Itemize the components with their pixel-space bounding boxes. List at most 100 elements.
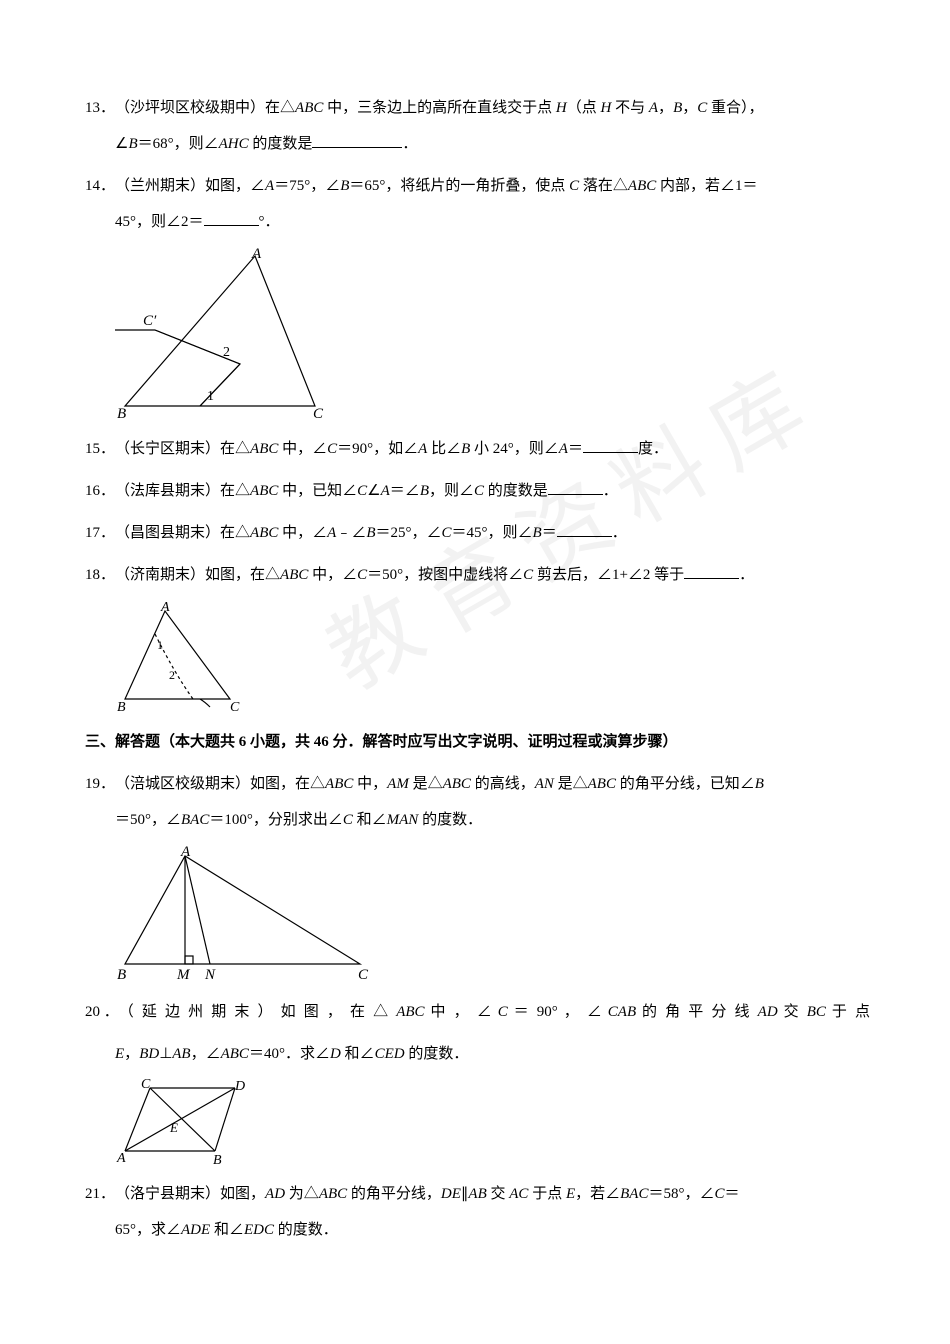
figure-q18: A B C 1 2: [115, 599, 870, 714]
q19-l2d: 的度数．: [418, 812, 482, 828]
q21-t5: 交: [487, 1186, 510, 1202]
q21-t2: 为△: [285, 1186, 319, 1202]
q21-e: E: [566, 1186, 575, 1202]
question-13: 13． （沙坪坝区校级期中）在△ABC 中，三条边上的高所在直线交于点 H（点 …: [85, 90, 870, 162]
question-14: 14． （兰州期末）如图，∠A＝75°，∠B＝65°，将纸片的一角折叠，使点 C…: [85, 168, 870, 240]
q19-number: 19．: [85, 766, 115, 802]
fig20-svg: A B C D E: [115, 1076, 250, 1166]
q13-A: A: [649, 100, 658, 116]
q18-abc: ABC: [280, 567, 308, 583]
q14-t3: ＝65°，将纸片的一角折叠，使点: [349, 178, 569, 194]
q19-body: （涪城区校级期末）如图，在△ABC 中，AM 是△ABC 的高线，AN 是△AB…: [115, 766, 870, 838]
q14-abc: ABC: [628, 178, 656, 194]
q15-body: （长宁区期末）在△ABC 中，∠C＝90°，如∠A 比∠B 小 24°，则∠A＝…: [115, 431, 870, 467]
q15-a2: A: [559, 441, 568, 457]
q19-abc3: ABC: [588, 776, 616, 792]
q21-l2a: 65°，求∠: [115, 1222, 181, 1238]
q19-c: C: [343, 812, 353, 828]
q20-body: （ 延 边 州 期 末 ） 如 图 ， 在 △ ABC 中 ， ∠ C ＝ 90…: [119, 994, 870, 1030]
q15-a1: A: [418, 441, 427, 457]
q20-t4: 的 角 平 分 线: [636, 1004, 758, 1020]
q13-number: 13．: [85, 90, 115, 126]
q19-t3: 是△: [409, 776, 443, 792]
q15-t5: 小 24°，则∠: [470, 441, 559, 457]
q19-t1: 如图，在△: [250, 776, 325, 792]
q14-t2: ＝75°，∠: [274, 178, 340, 194]
fig19-B: B: [117, 967, 126, 983]
q16-c2: C: [474, 483, 484, 499]
q19-am: AM: [387, 776, 409, 792]
fig19-A: A: [180, 844, 191, 860]
question-17: 17． （昌图县期末）在△ABC 中，∠A﹣∠B＝25°，∠C＝45°，则∠B＝…: [85, 515, 870, 551]
q14-number: 14．: [85, 168, 115, 204]
q19-t6: 的角平分线，已知∠: [616, 776, 755, 792]
q13-ahc: AHC: [219, 136, 249, 152]
q13-t1a: 在△: [265, 100, 295, 116]
figure-q14: A B C C′ 1 2: [115, 246, 870, 421]
q13-source: （沙坪坝区校级期中）: [115, 100, 265, 116]
q14-source: （兰州期末）: [115, 178, 205, 194]
q13-t1b: 中，三条边上的高所在直线交于点: [323, 100, 556, 116]
q19-l2c: 和∠: [353, 812, 387, 828]
q16-t5: ，则∠: [429, 483, 474, 499]
q20-bd: BD: [139, 1046, 159, 1062]
q18-body: （济南期末）如图，在△ABC 中，∠C＝50°，按图中虚线将∠C 剪去后，∠1+…: [115, 557, 870, 593]
fig20-E: E: [169, 1120, 178, 1135]
q13-t1d: 不与: [611, 100, 649, 116]
fig18-A: A: [160, 600, 170, 615]
q21-ac: AC: [509, 1186, 528, 1202]
q16-blank: [548, 481, 603, 495]
fig18-B: B: [117, 700, 126, 714]
q20-bc: BC: [807, 1004, 826, 1020]
fig14-A: A: [251, 246, 262, 262]
q18-t4: 剪去后，∠1+∠2 等于: [533, 567, 684, 583]
fig20-D: D: [234, 1079, 245, 1094]
q21-body: （洛宁县期末）如图，AD 为△ABC 的角平分线，DE∥AB 交 AC 于点 E…: [115, 1176, 870, 1248]
q13-l2c: 的度数是: [249, 136, 313, 152]
q15-abc: ABC: [250, 441, 278, 457]
q18-number: 18．: [85, 557, 115, 593]
q20-line2: E，BD⊥AB，∠ABC＝40°．求∠D 和∠CED 的度数．: [85, 1036, 870, 1072]
q16-source: （法库县期末）: [115, 483, 220, 499]
q20-source: （ 延 边 州 期 末 ）: [119, 1004, 275, 1020]
fig18-C: C: [230, 700, 240, 714]
q20-l2b: ⊥: [159, 1046, 172, 1062]
fig18-1: 1: [157, 638, 163, 652]
q18-blank: [684, 565, 739, 579]
fig14-B: B: [117, 406, 126, 421]
q18-t1: 如图，在△: [205, 567, 280, 583]
q20-ced: CED: [375, 1046, 405, 1062]
q13-dot: ．: [402, 136, 417, 152]
q21-abc: ABC: [319, 1186, 347, 1202]
q16-number: 16．: [85, 473, 115, 509]
q16-body: （法库县期末）在△ABC 中，已知∠C∠A＝∠B，则∠C 的度数是．: [115, 473, 870, 509]
q20-c: C: [498, 1004, 508, 1020]
q20-t2: 中 ， ∠: [425, 1004, 498, 1020]
figure-q20: A B C D E: [115, 1076, 870, 1166]
fig19-M: M: [176, 967, 191, 983]
q14-deg: °．: [259, 214, 280, 230]
q13-l2a: ∠: [115, 136, 128, 152]
question-15: 15． （长宁区期末）在△ABC 中，∠C＝90°，如∠A 比∠B 小 24°，…: [85, 431, 870, 467]
q18-t2: 中，∠: [308, 567, 357, 583]
q14-A: A: [265, 178, 274, 194]
q15-unit: 度．: [638, 441, 668, 457]
q16-t4: ＝∠: [390, 483, 420, 499]
q15-b: B: [461, 441, 470, 457]
q17-a: A: [327, 525, 336, 541]
q19-an: AN: [535, 776, 554, 792]
q14-t1: 如图，∠: [205, 178, 265, 194]
q21-bac: BAC: [620, 1186, 648, 1202]
q14-C: C: [569, 178, 579, 194]
q19-bac: BAC: [181, 812, 209, 828]
q14-t4: 落在△: [579, 178, 628, 194]
q13-body: （沙坪坝区校级期中）在△ABC 中，三条边上的高所在直线交于点 H（点 H 不与…: [115, 90, 870, 162]
q21-t9: ＝: [725, 1186, 740, 1202]
q16-a: A: [381, 483, 390, 499]
q21-de: DE: [441, 1186, 461, 1202]
q13-l2b: ＝68°，则∠: [138, 136, 219, 152]
q19-t5: 是△: [554, 776, 588, 792]
q17-c: C: [442, 525, 452, 541]
q16-c1: C: [357, 483, 367, 499]
q13-tri: ABC: [295, 100, 323, 116]
